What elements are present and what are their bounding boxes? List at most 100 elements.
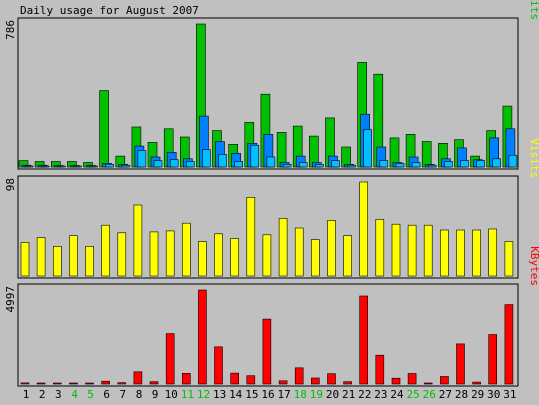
bar-pages <box>427 164 437 168</box>
bar-kbytes <box>117 382 127 385</box>
bar-visits <box>198 241 207 277</box>
bar-pages <box>218 154 227 168</box>
bar-pages <box>234 161 243 168</box>
x-tick-label: 17 <box>277 388 290 401</box>
bar-visits <box>391 223 401 277</box>
bar-kbytes <box>101 380 110 385</box>
bar-pages <box>169 159 179 168</box>
bar-visits <box>182 222 191 277</box>
bar-visits <box>327 220 336 277</box>
bar-kbytes <box>391 377 401 385</box>
bar-hits <box>99 90 109 168</box>
bar-kbytes <box>182 372 191 385</box>
x-tick-label: 14 <box>229 388 243 401</box>
legend-kbytes: KBytes <box>528 246 539 286</box>
bar-kbytes <box>488 334 498 385</box>
x-tick-label: 2 <box>39 388 46 401</box>
bar-visits <box>407 224 417 277</box>
bar-visits <box>262 234 272 277</box>
panel-kbytes: 4997 KBytes <box>4 246 539 387</box>
bar-kbytes <box>20 382 30 385</box>
bar-kbytes <box>52 382 62 385</box>
x-tick-label: 27 <box>439 388 452 401</box>
bar-kbytes <box>359 295 369 385</box>
y-max-label: 786 <box>4 20 17 40</box>
bar-visits <box>343 235 352 277</box>
x-tick-label: 4 <box>71 388 78 401</box>
bar-kbytes <box>36 382 46 385</box>
bar-visits <box>294 227 304 277</box>
bar-pages <box>137 150 147 168</box>
bar-kbytes <box>343 381 352 385</box>
bar-visits <box>133 204 143 277</box>
bar-kbytes <box>165 333 175 385</box>
bar-kbytes <box>440 376 449 385</box>
bar-pages <box>89 165 98 168</box>
bar-pages <box>411 162 421 168</box>
x-tick-label: 9 <box>152 388 159 401</box>
x-tick-label: 5 <box>87 388 94 401</box>
bar-visits <box>69 235 78 277</box>
bar-pages <box>395 163 405 168</box>
bar-kbytes <box>472 381 481 385</box>
bar-visits <box>52 246 62 277</box>
bar-pages <box>314 164 324 168</box>
legend-entry: KBytes <box>528 246 539 286</box>
bar-visits <box>85 246 94 277</box>
bar-pages <box>492 158 502 168</box>
x-tick-label: 18 <box>294 388 307 401</box>
bar-visits <box>278 218 288 277</box>
legend-hits-files-pages: Pages/Files/Hits <box>528 0 539 20</box>
bar-kbytes <box>85 382 94 385</box>
y-max-label: 98 <box>4 178 17 191</box>
chart-title: Daily usage for August 2007 <box>20 4 199 17</box>
bar-visits <box>456 229 465 277</box>
bar-pages <box>153 160 163 168</box>
x-tick-label: 25 <box>407 388 420 401</box>
x-tick-label: 13 <box>213 388 226 401</box>
x-tick-label: 22 <box>358 388 371 401</box>
x-tick-label: 6 <box>103 388 110 401</box>
x-tick-label: 16 <box>261 388 274 401</box>
bar-kbytes <box>407 373 417 385</box>
bar-pages <box>508 154 518 168</box>
bar-kbytes <box>375 354 385 385</box>
bar-visits <box>230 238 239 277</box>
bar-pages <box>282 164 292 168</box>
bar-visits <box>375 219 385 277</box>
bar-pages <box>460 160 469 168</box>
bar-visits <box>117 232 127 277</box>
bar-pages <box>444 161 453 168</box>
bar-pages <box>347 164 356 168</box>
bar-visits <box>20 242 30 277</box>
bar-kbytes <box>198 289 207 385</box>
bar-visits <box>165 230 175 277</box>
bar-visits <box>149 231 159 277</box>
bar-hits <box>341 146 351 168</box>
bar-pages <box>379 160 389 168</box>
x-tick-label: 12 <box>197 388 210 401</box>
x-tick-label: 21 <box>342 388 355 401</box>
x-tick-label: 3 <box>55 388 62 401</box>
bar-pages <box>331 160 340 168</box>
bar-visits <box>310 239 320 277</box>
x-tick-label: 8 <box>136 388 143 401</box>
bar-kbytes <box>149 381 159 385</box>
x-tick-label: 10 <box>165 388 178 401</box>
legend-entry: Visits <box>528 138 539 178</box>
bar-visits <box>472 229 481 277</box>
x-tick-label: 31 <box>503 388 516 401</box>
bar-pages <box>363 129 373 168</box>
bar-visits <box>423 224 433 277</box>
bar-visits <box>488 228 498 277</box>
bar-visits <box>359 181 369 277</box>
bar-kbytes <box>310 377 320 385</box>
bar-kbytes <box>230 372 239 385</box>
bar-visits <box>246 197 256 277</box>
bar-pages <box>476 160 485 168</box>
bar-pages <box>250 144 260 168</box>
chart-panels: 786 Pages/Files/Hits 98 Visits 4997 KBytes <box>4 0 539 387</box>
bar-hits <box>421 141 432 168</box>
bar-visits <box>214 233 223 277</box>
